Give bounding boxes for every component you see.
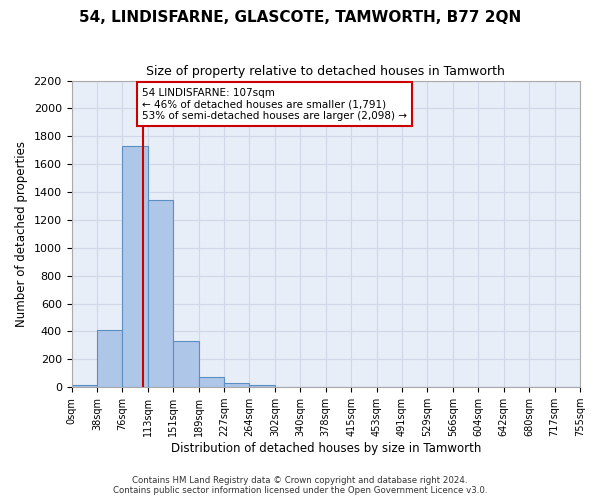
- Bar: [250, 385, 275, 387]
- Y-axis label: Number of detached properties: Number of detached properties: [15, 141, 28, 327]
- Bar: [173, 341, 199, 387]
- Text: 54 LINDISFARNE: 107sqm
← 46% of detached houses are smaller (1,791)
53% of semi-: 54 LINDISFARNE: 107sqm ← 46% of detached…: [142, 88, 407, 120]
- Bar: [71, 385, 97, 387]
- Bar: [122, 146, 148, 387]
- Bar: [224, 383, 250, 387]
- Bar: [97, 330, 122, 387]
- Bar: [148, 200, 173, 387]
- Text: Contains HM Land Registry data © Crown copyright and database right 2024.
Contai: Contains HM Land Registry data © Crown c…: [113, 476, 487, 495]
- Title: Size of property relative to detached houses in Tamworth: Size of property relative to detached ho…: [146, 65, 505, 78]
- Bar: [199, 377, 224, 387]
- X-axis label: Distribution of detached houses by size in Tamworth: Distribution of detached houses by size …: [170, 442, 481, 455]
- Text: 54, LINDISFARNE, GLASCOTE, TAMWORTH, B77 2QN: 54, LINDISFARNE, GLASCOTE, TAMWORTH, B77…: [79, 10, 521, 25]
